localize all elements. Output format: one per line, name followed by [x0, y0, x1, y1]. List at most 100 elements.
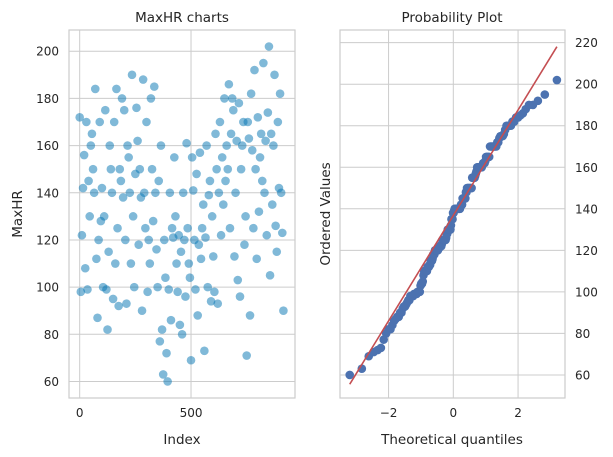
data-point — [102, 285, 111, 294]
data-point — [250, 65, 259, 75]
data-point — [114, 301, 123, 311]
data-point — [163, 377, 172, 386]
axes-frame — [339, 29, 566, 399]
data-point — [226, 129, 236, 139]
data-point — [223, 164, 233, 174]
data-point — [86, 141, 96, 150]
data-point — [138, 75, 148, 84]
data-point — [157, 325, 167, 334]
qq-point — [415, 287, 425, 297]
data-point — [198, 200, 208, 209]
data-point — [201, 233, 210, 242]
data-point — [119, 105, 129, 115]
data-point — [153, 282, 162, 292]
data-point — [165, 188, 175, 198]
data-point — [234, 98, 244, 108]
data-point — [148, 216, 158, 226]
data-point — [133, 136, 142, 146]
data-point — [127, 70, 137, 80]
data-point — [276, 188, 286, 198]
data-point — [154, 176, 164, 186]
x-tick-label: 500 — [180, 406, 203, 420]
data-point — [195, 148, 205, 157]
data-point — [261, 136, 270, 146]
y-tick-label: 220 — [575, 36, 598, 50]
data-point — [244, 134, 254, 143]
data-point — [220, 94, 229, 103]
qq-point — [376, 343, 386, 353]
data-point — [243, 117, 253, 127]
y-tick-label: 160 — [575, 161, 598, 175]
right-x-axis-label: Theoretical quantiles — [380, 432, 523, 448]
data-point — [170, 153, 179, 162]
data-point — [194, 240, 204, 249]
data-point — [128, 212, 138, 221]
data-point — [260, 188, 269, 198]
y-tick-label: 120 — [575, 244, 598, 258]
data-point — [206, 296, 216, 306]
data-point — [213, 299, 223, 308]
data-point — [175, 320, 185, 330]
data-point — [149, 82, 159, 91]
data-point — [88, 164, 98, 174]
data-point — [210, 287, 219, 297]
data-point — [271, 221, 280, 231]
data-point — [259, 58, 268, 68]
data-point — [146, 94, 156, 103]
data-point — [144, 235, 154, 245]
data-point — [124, 153, 133, 162]
data-point — [254, 207, 264, 216]
data-point — [90, 84, 100, 94]
data-point — [265, 271, 275, 280]
data-point — [241, 212, 250, 221]
data-point — [207, 212, 217, 221]
data-point — [93, 313, 102, 323]
data-point — [275, 89, 285, 98]
left-y-axis-label: MaxHR — [10, 190, 26, 237]
y-tick-label: 160 — [36, 139, 59, 153]
data-point — [264, 42, 274, 51]
x-tick-label: −2 — [380, 406, 398, 420]
data-point — [125, 188, 135, 198]
x-tick-label: 0 — [449, 406, 457, 420]
y-tick-label: 60 — [44, 375, 59, 389]
x-tick-label: 0 — [76, 406, 84, 420]
data-point — [185, 273, 195, 282]
data-point — [230, 252, 239, 261]
data-point — [180, 235, 189, 245]
data-point — [103, 325, 112, 334]
data-point — [214, 188, 224, 198]
y-tick-label: 100 — [575, 285, 598, 299]
data-point — [278, 228, 287, 238]
data-point — [83, 285, 92, 294]
data-point — [237, 141, 247, 150]
data-point — [181, 292, 190, 301]
data-point — [158, 370, 168, 379]
data-point — [245, 311, 255, 320]
data-point — [139, 188, 149, 198]
data-point — [272, 247, 282, 257]
data-point — [197, 223, 207, 233]
data-point — [266, 129, 276, 139]
data-point — [273, 117, 283, 127]
data-point — [222, 141, 231, 150]
data-point — [162, 348, 171, 358]
data-point — [202, 141, 211, 150]
data-point — [279, 306, 288, 316]
data-point — [84, 176, 93, 186]
data-point — [164, 285, 174, 294]
data-point — [75, 112, 84, 122]
y-tick-label: 120 — [36, 233, 59, 247]
data-point — [80, 263, 90, 273]
data-point — [252, 254, 262, 264]
data-point — [221, 176, 230, 186]
right-chart-title: Probability Plot — [401, 10, 502, 26]
data-point — [269, 141, 278, 150]
data-point — [200, 346, 209, 356]
data-point — [141, 223, 150, 233]
data-point — [205, 176, 215, 186]
data-point — [145, 259, 155, 268]
y-tick-label: 180 — [36, 92, 59, 106]
data-point — [219, 200, 228, 209]
data-point — [262, 230, 272, 240]
